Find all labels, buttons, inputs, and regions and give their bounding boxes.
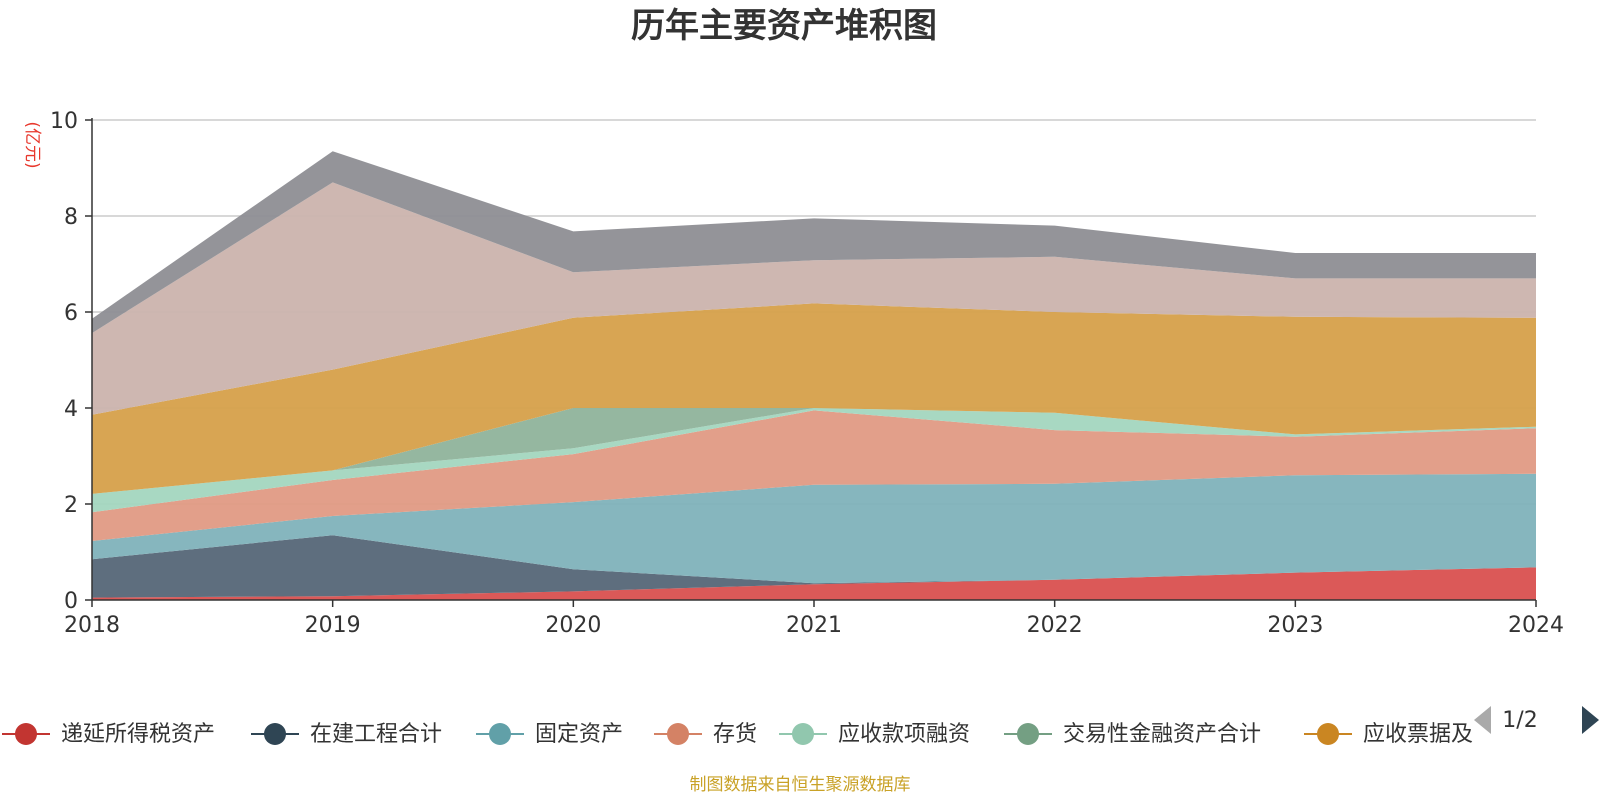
x-tick-label: 2019 [305, 613, 361, 638]
legend-page-indicator: 1/2 [1502, 708, 1537, 733]
legend-label: 在建工程合计 [310, 722, 442, 747]
y-axis-unit-label: (亿元) [22, 121, 42, 168]
legend-label: 递延所得税资产 [61, 722, 215, 747]
y-tick-label: 6 [64, 301, 78, 326]
area-series-2[interactable] [92, 473, 1536, 584]
legend: 递延所得税资产 在建工程合计 固定资产 存货 应收款项融资 交易性金融资产合计 应收票据及 [2, 722, 1473, 747]
legend-label: 交易性金融资产合计 [1063, 722, 1261, 747]
y-tick-label: 10 [50, 109, 78, 134]
area-series-6[interactable] [92, 303, 1536, 494]
area-series [92, 151, 1536, 600]
legend-pager: 1/2 [1474, 706, 1599, 734]
legend-label: 应收票据及 [1363, 722, 1473, 747]
y-tick-label: 2 [64, 493, 78, 518]
data-source-note: 制图数据来自恒生聚源数据库 [690, 775, 911, 795]
legend-label: 固定资产 [535, 722, 623, 747]
legend-label: 应收款项融资 [838, 722, 970, 747]
legend-item[interactable]: 应收票据及 [1304, 722, 1473, 747]
area-series-0[interactable] [92, 567, 1536, 600]
legend-item[interactable]: 存货 [654, 722, 757, 747]
legend-item[interactable]: 固定资产 [476, 722, 623, 747]
legend-prev-arrow-icon[interactable] [1474, 706, 1491, 734]
legend-circle-icon [792, 723, 814, 745]
x-tick-label: 2021 [786, 613, 842, 638]
area-series-1[interactable] [92, 535, 1536, 598]
x-tick-label: 2023 [1267, 613, 1323, 638]
legend-circle-icon [667, 723, 689, 745]
y-tick-label: 4 [64, 397, 78, 422]
x-tick-label: 2020 [545, 613, 601, 638]
legend-label: 存货 [713, 722, 757, 747]
y-tick-label: 0 [64, 589, 78, 614]
x-tick-label: 2018 [64, 613, 120, 638]
axes: 0 2 4 6 8 10 2018 2019 2020 2021 2022 2023 2024 [50, 109, 1564, 638]
area-series-7[interactable] [92, 182, 1536, 415]
legend-item[interactable]: 应收款项融资 [779, 722, 970, 747]
legend-circle-icon [15, 723, 37, 745]
legend-circle-icon [1317, 723, 1339, 745]
legend-next-arrow-icon[interactable] [1582, 706, 1599, 734]
legend-item[interactable]: 递延所得税资产 [2, 722, 215, 747]
legend-item[interactable]: 在建工程合计 [251, 722, 442, 747]
area-series-3[interactable] [92, 410, 1536, 541]
legend-circle-icon [264, 723, 286, 745]
legend-circle-icon [489, 723, 511, 745]
chart-title: 历年主要资产堆积图 [631, 6, 937, 46]
area-series-8[interactable] [92, 151, 1536, 334]
y-tick-label: 8 [64, 205, 78, 230]
x-tick-label: 2024 [1508, 613, 1564, 638]
legend-item[interactable]: 交易性金融资产合计 [1004, 722, 1261, 747]
x-tick-label: 2022 [1027, 613, 1083, 638]
legend-circle-icon [1017, 723, 1039, 745]
